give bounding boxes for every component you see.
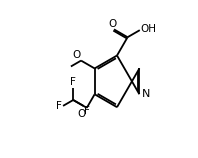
- Text: N: N: [142, 89, 150, 99]
- Text: F: F: [84, 106, 90, 116]
- Text: F: F: [56, 101, 62, 111]
- Text: O: O: [109, 19, 117, 29]
- Text: O: O: [72, 50, 80, 60]
- Text: OH: OH: [141, 24, 157, 34]
- Text: O: O: [78, 109, 86, 119]
- Text: F: F: [70, 77, 76, 87]
